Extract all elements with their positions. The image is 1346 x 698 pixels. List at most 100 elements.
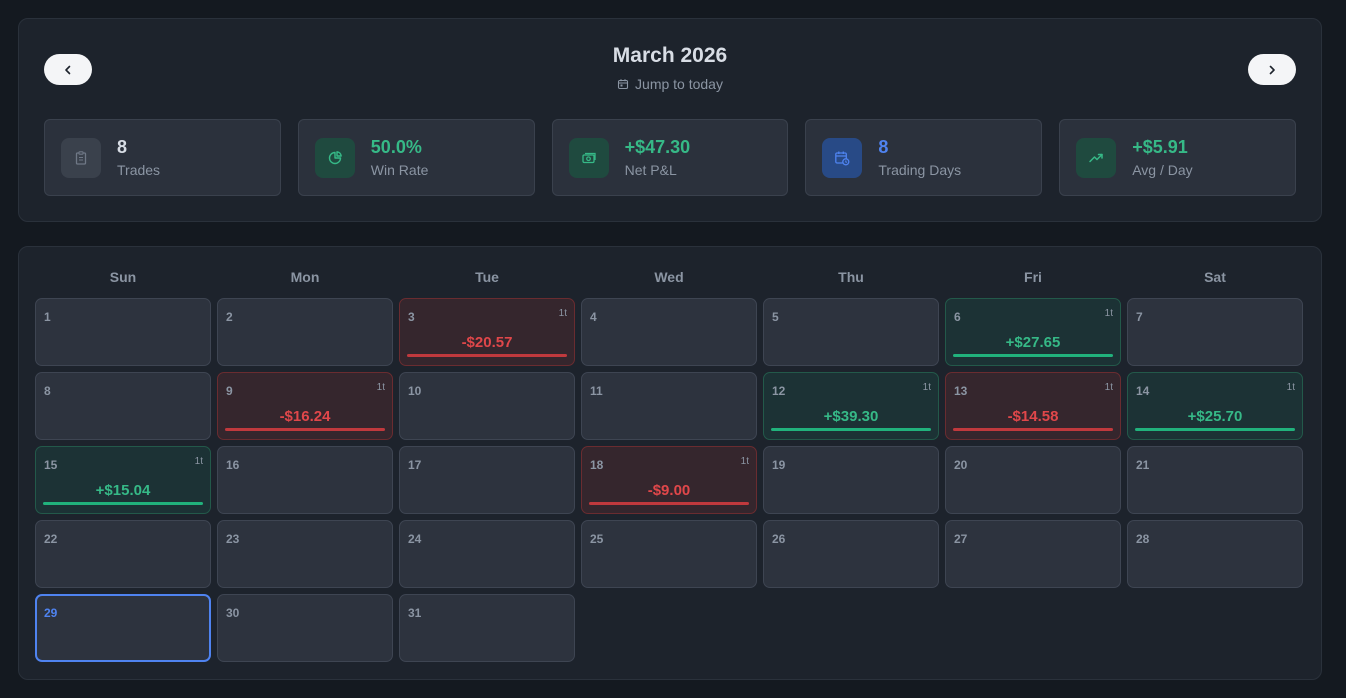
calendar-day-14[interactable]: 14 1t +$25.70 <box>1127 372 1303 440</box>
day-number: 27 <box>954 532 968 546</box>
calendar-day-8[interactable]: 8 <box>35 372 211 440</box>
previous-month-button[interactable] <box>44 54 92 85</box>
day-number: 23 <box>226 532 240 546</box>
calendar-day-17[interactable]: 17 <box>399 446 575 514</box>
day-number: 31 <box>408 606 422 620</box>
stat-value-net-pnl: +$47.30 <box>624 136 691 157</box>
calendar-day-21[interactable]: 21 <box>1127 446 1303 514</box>
cash-icon <box>568 137 609 178</box>
calendar-day-25[interactable]: 25 <box>581 520 757 588</box>
calendar-day-4[interactable]: 4 <box>581 298 757 366</box>
day-number: 24 <box>408 532 422 546</box>
calendar-day-1[interactable]: 1 <box>35 298 211 366</box>
day-number: 7 <box>1136 310 1143 324</box>
day-number: 19 <box>772 458 786 472</box>
day-number: 16 <box>226 458 240 472</box>
calendar-grid: 1 2 3 1t -$20.57 4 5 6 1t +$27.65 7 8 9 1t -$16.24 10 11… <box>35 298 1305 662</box>
stat-label-trading-days: Trading Days <box>878 161 962 178</box>
day-number: 15 <box>44 458 58 472</box>
calendar-day-24[interactable]: 24 <box>399 520 575 588</box>
pnl-bar <box>1135 428 1295 431</box>
jump-to-today-link[interactable]: Jump to today <box>19 76 1321 92</box>
day-pnl: +$25.70 <box>1187 408 1243 425</box>
pnl-bar <box>589 502 749 505</box>
day-number: 20 <box>954 458 968 472</box>
day-number: 17 <box>408 458 422 472</box>
weekday-thu: Thu <box>838 269 864 285</box>
calendar-day-7[interactable]: 7 <box>1127 298 1303 366</box>
calendar-day-11[interactable]: 11 <box>581 372 757 440</box>
trade-count: 1t <box>376 382 385 393</box>
calendar-day-29[interactable]: 29 <box>35 594 211 662</box>
pnl-bar <box>953 354 1113 357</box>
calendar-day-28[interactable]: 28 <box>1127 520 1303 588</box>
pnl-bar <box>43 502 203 505</box>
trade-count: 1t <box>1104 382 1113 393</box>
jump-to-today-label: Jump to today <box>635 76 723 92</box>
calendar-day-10[interactable]: 10 <box>399 372 575 440</box>
stat-value-avg-day: +$5.91 <box>1132 136 1188 157</box>
pnl-bar <box>953 428 1113 431</box>
day-number: 26 <box>772 532 786 546</box>
day-number: 4 <box>590 310 597 324</box>
clipboard-icon <box>61 137 101 178</box>
day-pnl: -$20.57 <box>461 334 513 351</box>
calendar-day-12[interactable]: 12 1t +$39.30 <box>763 372 939 440</box>
calendar-day-19[interactable]: 19 <box>763 446 939 514</box>
weekday-tue: Tue <box>475 269 499 285</box>
day-number: 11 <box>590 384 603 398</box>
day-number: 28 <box>1136 532 1150 546</box>
day-number: 8 <box>44 384 51 398</box>
calendar-day-20[interactable]: 20 <box>945 446 1121 514</box>
calendar-day-27[interactable]: 27 <box>945 520 1121 588</box>
stats-row: 8 Trades 50.0% Win Rate +$47.30 Net P&L <box>44 119 1296 196</box>
weekday-fri: Fri <box>1024 269 1042 285</box>
next-month-button[interactable] <box>1248 54 1296 85</box>
stat-value-trading-days: 8 <box>878 136 889 157</box>
calendar-day-30[interactable]: 30 <box>217 594 393 662</box>
calendar-day-16[interactable]: 16 <box>217 446 393 514</box>
day-pnl: +$15.04 <box>95 482 151 499</box>
calendar-day-9[interactable]: 9 1t -$16.24 <box>217 372 393 440</box>
trade-count: 1t <box>558 308 567 319</box>
chevron-left-icon <box>65 65 71 74</box>
trade-count: 1t <box>194 456 203 467</box>
pnl-bar <box>771 428 931 431</box>
stat-card-trading-days: 8 Trading Days <box>805 119 1043 196</box>
day-number: 1 <box>44 310 51 324</box>
weekday-wed: Wed <box>654 269 684 285</box>
calendar-day-22[interactable]: 22 <box>35 520 211 588</box>
day-number: 14 <box>1136 384 1150 398</box>
stat-value-win-rate: 50.0% <box>370 136 422 157</box>
day-pnl: +$27.65 <box>1005 334 1061 351</box>
day-number: 30 <box>226 606 240 620</box>
calendar-icon <box>617 79 629 90</box>
calendar-day-5[interactable]: 5 <box>763 298 939 366</box>
calendar-day-26[interactable]: 26 <box>763 520 939 588</box>
calendar-day-2[interactable]: 2 <box>217 298 393 366</box>
summary-panel: March 2026 Jump to today 8 Trades 50.0% … <box>18 18 1322 222</box>
calendar-day-15[interactable]: 15 1t +$15.04 <box>35 446 211 514</box>
pie-chart-icon <box>314 137 355 178</box>
day-number: 9 <box>226 384 233 398</box>
calendar-day-13[interactable]: 13 1t -$14.58 <box>945 372 1121 440</box>
day-number: 18 <box>590 458 604 472</box>
weekday-header: Sun Mon Tue Wed Thu Fri Sat <box>35 269 1305 285</box>
stat-card-net-pnl: +$47.30 Net P&L <box>551 119 789 196</box>
calendar-day-23[interactable]: 23 <box>217 520 393 588</box>
day-number: 12 <box>772 384 786 398</box>
stat-value-trades: 8 <box>117 136 128 157</box>
trade-count: 1t <box>922 382 931 393</box>
calendar-day-6[interactable]: 6 1t +$27.65 <box>945 298 1121 366</box>
calendar-panel: Sun Mon Tue Wed Thu Fri Sat 1 2 3 1t -$20.57 4 5 6 1t +… <box>18 246 1322 680</box>
day-number: 29 <box>44 606 58 620</box>
calendar-day-3[interactable]: 3 1t -$20.57 <box>399 298 575 366</box>
weekday-sun: Sun <box>109 269 137 285</box>
stat-label-trades: Trades <box>117 161 161 178</box>
trade-count: 1t <box>1104 308 1113 319</box>
weekday-sat: Sat <box>1204 269 1226 285</box>
trending-up-icon <box>1076 137 1117 178</box>
stat-label-avg-day: Avg / Day <box>1132 161 1193 178</box>
calendar-day-18[interactable]: 18 1t -$9.00 <box>581 446 757 514</box>
calendar-day-31[interactable]: 31 <box>399 594 575 662</box>
